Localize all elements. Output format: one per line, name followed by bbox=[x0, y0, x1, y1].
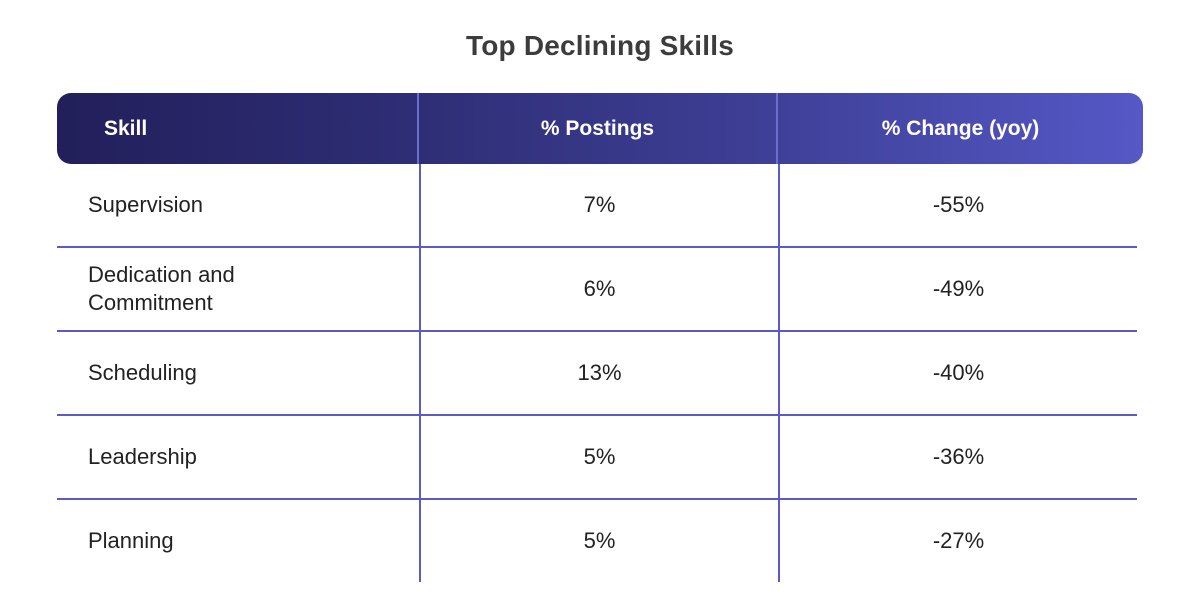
skill-cell: Planning bbox=[57, 500, 419, 582]
skill-cell: Supervision bbox=[57, 164, 419, 246]
skill-label: Dedication and Commitment bbox=[88, 262, 235, 315]
skill-cell: Dedication and Commitment bbox=[57, 248, 419, 330]
skill-cell: Scheduling bbox=[57, 332, 419, 414]
postings-cell: 5% bbox=[419, 500, 778, 582]
change-cell: -36% bbox=[778, 416, 1137, 498]
table-row: Planning 5% -27% bbox=[57, 500, 1143, 582]
table-row: Supervision 7% -55% bbox=[57, 164, 1137, 248]
table-row: Scheduling 13% -40% bbox=[57, 332, 1137, 416]
postings-cell: 7% bbox=[419, 164, 778, 246]
skill-cell: Leadership bbox=[57, 416, 419, 498]
change-cell: -40% bbox=[778, 332, 1137, 414]
skill-label: Scheduling bbox=[88, 360, 197, 385]
column-header-skill: Skill bbox=[57, 93, 419, 164]
postings-cell: 13% bbox=[419, 332, 778, 414]
skills-table: Skill % Postings % Change (yoy) Supervis… bbox=[57, 93, 1143, 582]
column-header-change: % Change (yoy) bbox=[881, 116, 1040, 140]
table-body: Supervision 7% -55% Dedication and Commi… bbox=[57, 164, 1143, 582]
postings-cell: 6% bbox=[419, 248, 778, 330]
skill-label: Planning bbox=[88, 528, 174, 553]
table-row: Dedication and Commitment 6% -49% bbox=[57, 248, 1137, 332]
table-header: Skill % Postings % Change (yoy) bbox=[57, 93, 1143, 164]
change-cell: -27% bbox=[778, 500, 1137, 582]
skill-label: Leadership bbox=[88, 444, 197, 469]
chart-title: Top Declining Skills bbox=[466, 30, 734, 61]
column-header-postings: % Postings bbox=[419, 93, 778, 164]
change-cell: -49% bbox=[778, 248, 1137, 330]
table-row: Leadership 5% -36% bbox=[57, 416, 1137, 500]
postings-cell: 5% bbox=[419, 416, 778, 498]
change-cell: -55% bbox=[778, 164, 1137, 246]
skill-label: Supervision bbox=[88, 192, 203, 217]
